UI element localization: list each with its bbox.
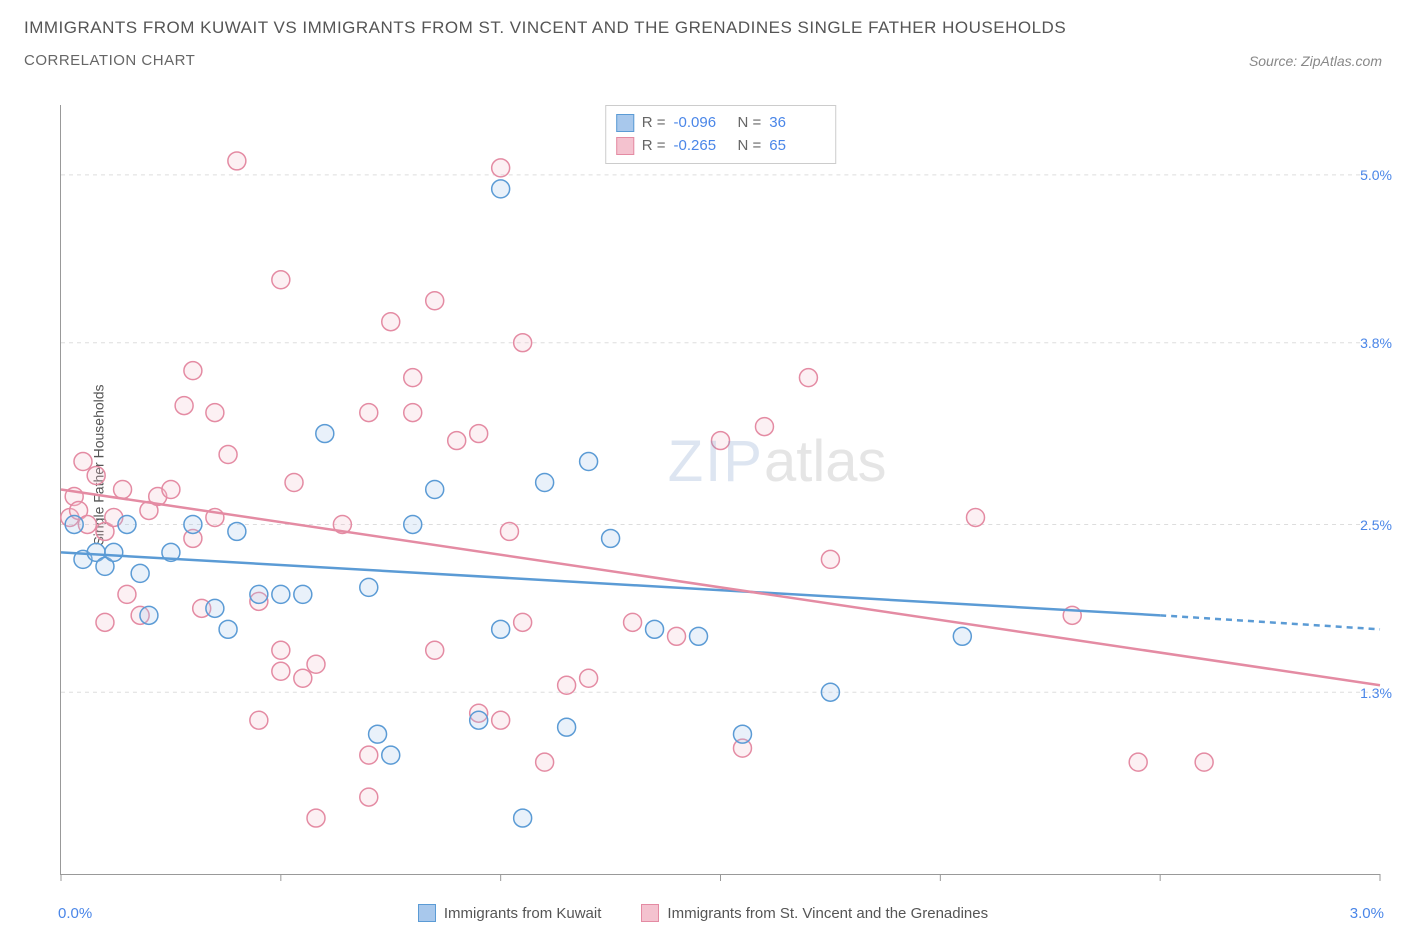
- scatter-chart: ZIPatlas R = -0.096 N = 36 R = -0.265 N …: [60, 105, 1380, 875]
- chart-svg: [61, 105, 1380, 874]
- y-tick-label: 3.8%: [1360, 335, 1392, 351]
- subtitle-row: CORRELATION CHART Source: ZipAtlas.com: [24, 52, 1382, 69]
- stats-row-kuwait: R = -0.096 N = 36: [616, 112, 826, 135]
- n-label: N =: [738, 112, 762, 135]
- legend-label-stvincent: Immigrants from St. Vincent and the Gren…: [667, 905, 988, 922]
- chart-title: IMMIGRANTS FROM KUWAIT VS IMMIGRANTS FRO…: [24, 18, 1382, 38]
- kuwait-n-value: 36: [769, 112, 825, 135]
- swatch-kuwait: [616, 114, 634, 132]
- stvincent-r-value: -0.265: [674, 135, 730, 158]
- legend-swatch-stvincent: [641, 904, 659, 922]
- correlation-stats-box: R = -0.096 N = 36 R = -0.265 N = 65: [605, 105, 837, 164]
- y-tick-label: 1.3%: [1360, 685, 1392, 701]
- bottom-legend: 0.0% Immigrants from Kuwait Immigrants f…: [0, 904, 1406, 922]
- x-start-label: 0.0%: [58, 905, 92, 922]
- x-end-label: 3.0%: [1350, 905, 1384, 922]
- chart-header: IMMIGRANTS FROM KUWAIT VS IMMIGRANTS FRO…: [0, 0, 1406, 69]
- r-label: R =: [642, 135, 666, 158]
- y-tick-label: 5.0%: [1360, 167, 1392, 183]
- legend-item-kuwait: Immigrants from Kuwait: [418, 904, 602, 922]
- n-label: N =: [738, 135, 762, 158]
- r-label: R =: [642, 112, 666, 135]
- legend-swatch-kuwait: [418, 904, 436, 922]
- y-tick-label: 2.5%: [1360, 517, 1392, 533]
- chart-subtitle: CORRELATION CHART: [24, 52, 195, 69]
- stvincent-n-value: 65: [769, 135, 825, 158]
- legend-item-stvincent: Immigrants from St. Vincent and the Gren…: [641, 904, 988, 922]
- legend-label-kuwait: Immigrants from Kuwait: [444, 905, 602, 922]
- swatch-stvincent: [616, 137, 634, 155]
- source-attribution: Source: ZipAtlas.com: [1249, 53, 1382, 69]
- kuwait-r-value: -0.096: [674, 112, 730, 135]
- stats-row-stvincent: R = -0.265 N = 65: [616, 135, 826, 158]
